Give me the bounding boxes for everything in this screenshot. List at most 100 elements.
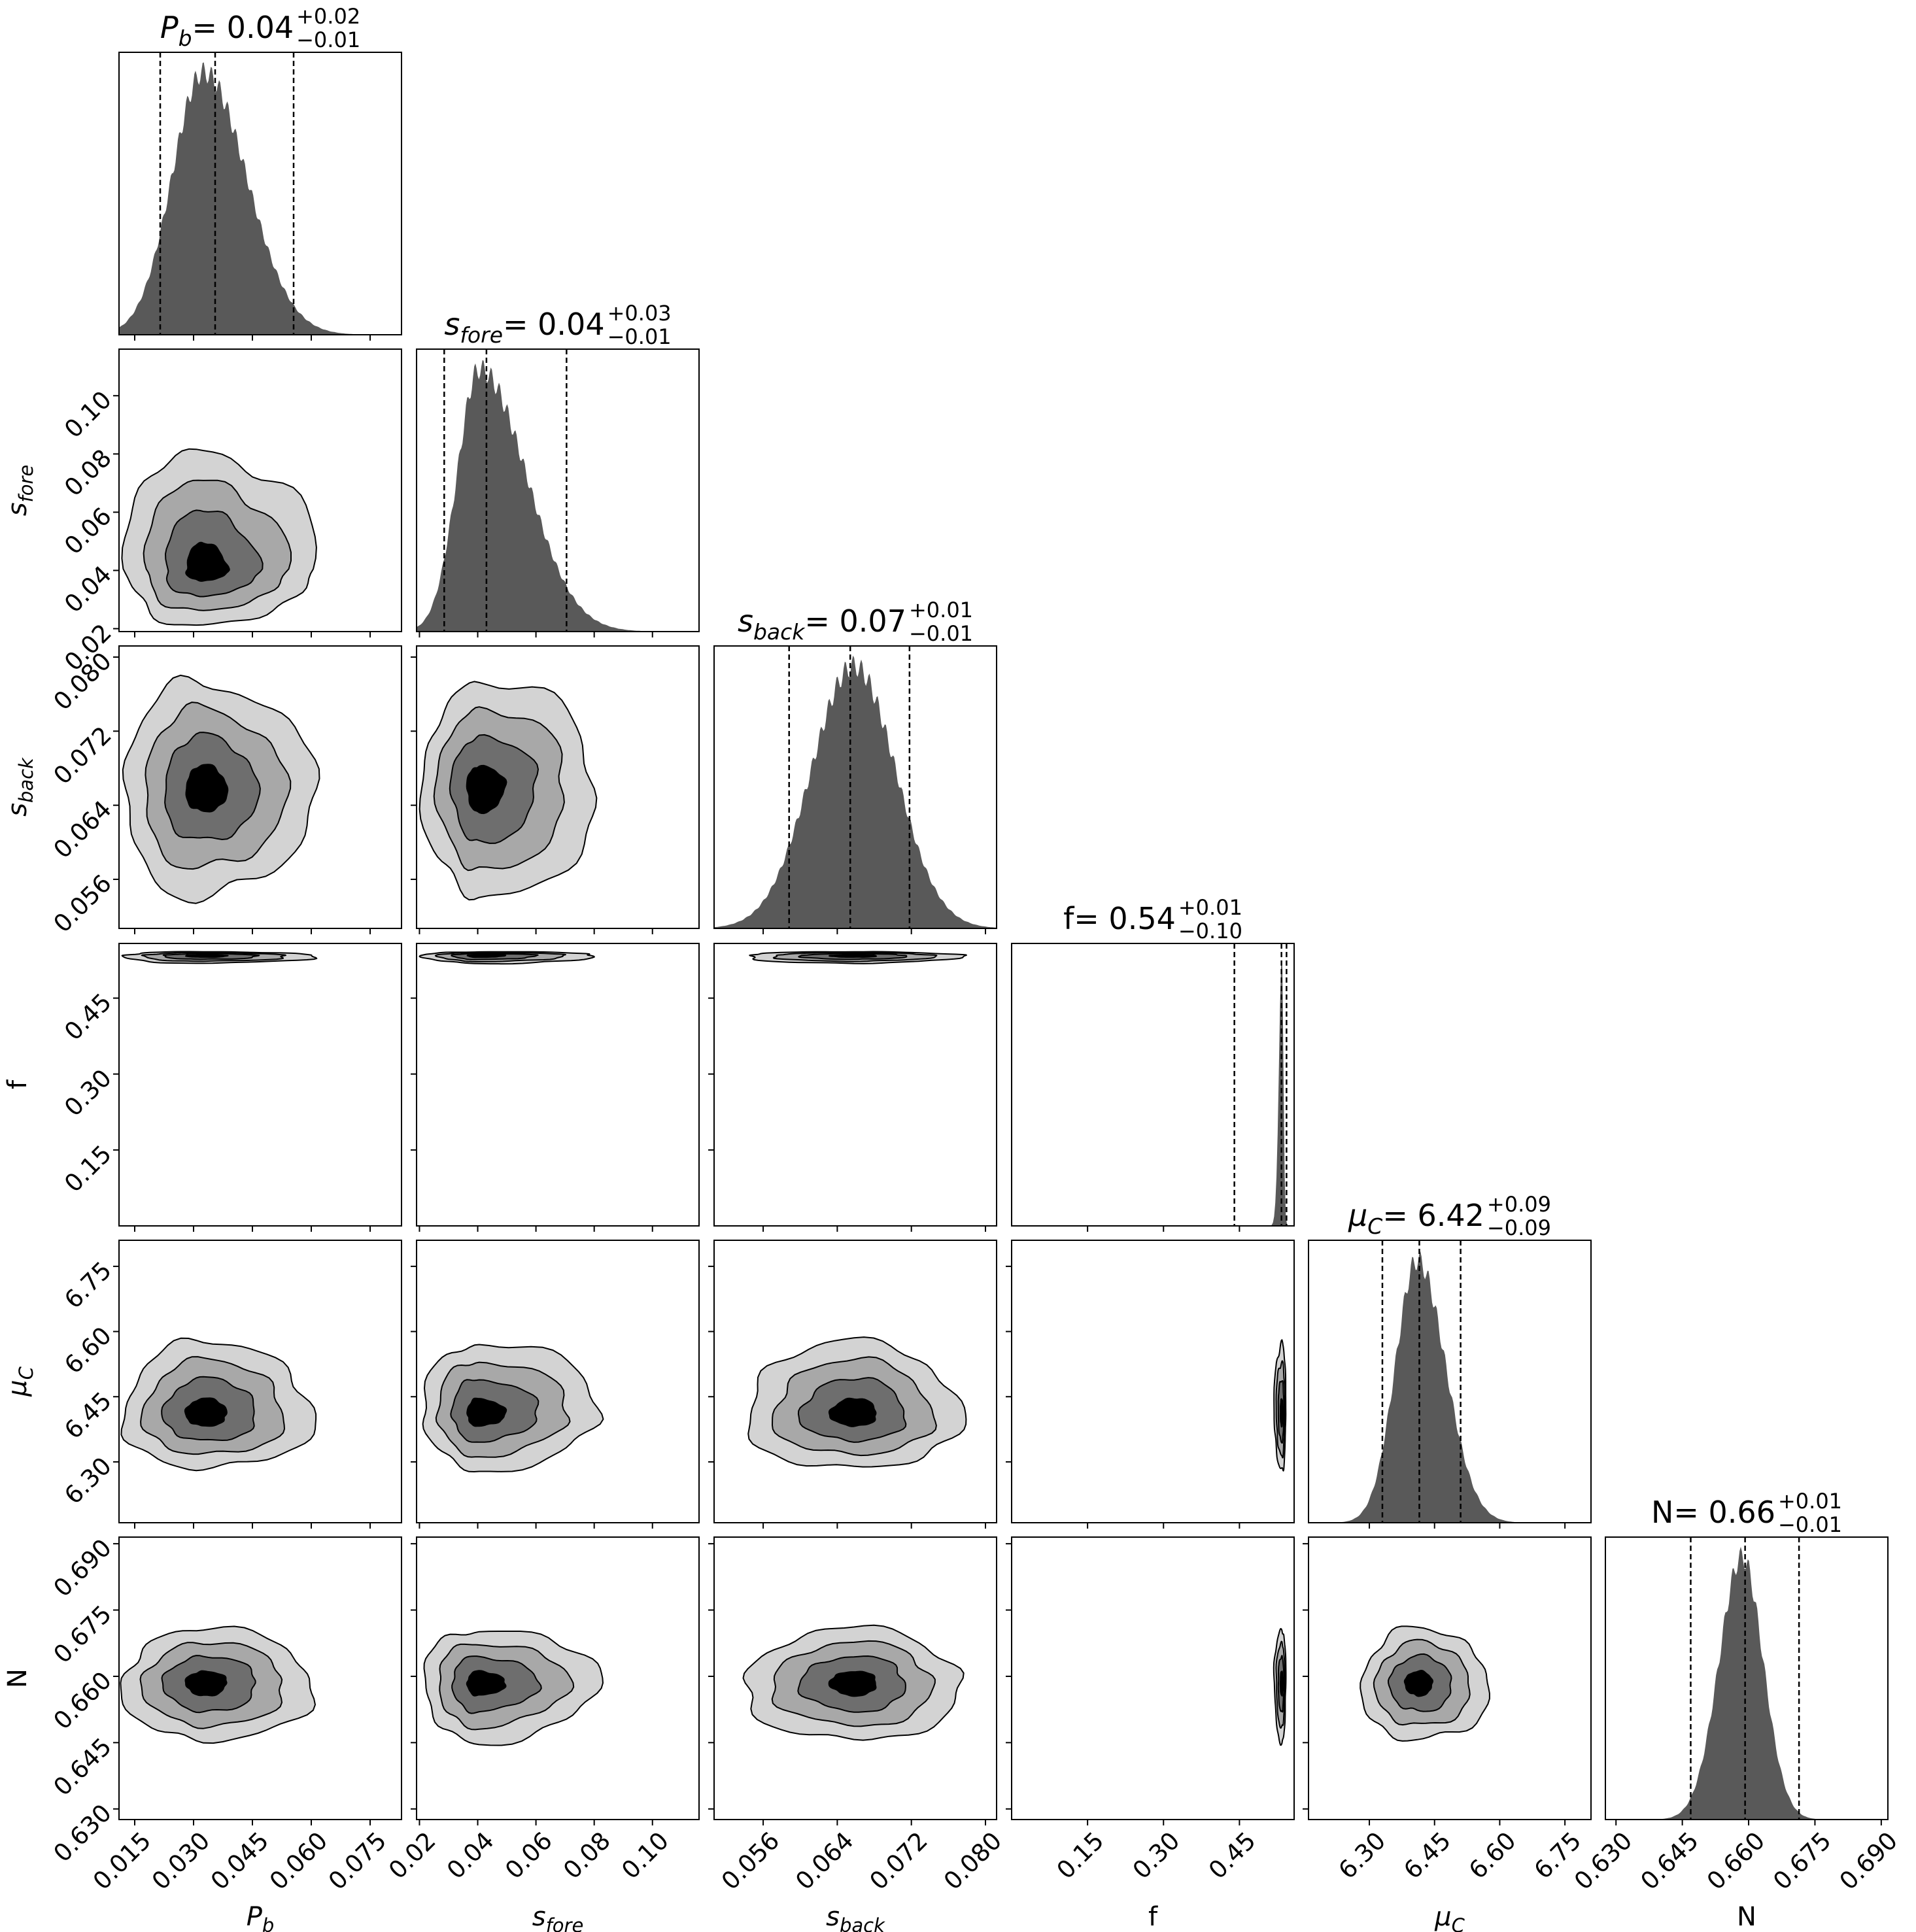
scatter-panel-f-vs-sfore xyxy=(411,943,700,1232)
title-minus: −0.01 xyxy=(1778,1512,1842,1537)
y-axis-label-sfore: sfore xyxy=(3,465,37,517)
title-minus: −0.01 xyxy=(296,27,360,52)
y-tick-label: 0.675 xyxy=(48,1600,117,1669)
scatter-panel-N-vs-muC: 6.30 6.45 6.60 6.75 xyxy=(1303,1536,1592,1885)
x-axis-label-sfore: sfore xyxy=(532,1902,584,1932)
y-tick-label: 0.08 xyxy=(59,444,117,502)
x-tick-label: 0.45 xyxy=(1203,1827,1261,1885)
x-tick-label: 0.30 xyxy=(1127,1827,1186,1885)
x-tick-label: 0.06 xyxy=(500,1827,558,1885)
y-tick-label: 0.690 xyxy=(48,1534,117,1602)
panel-title: sfore = 0.04 +0.03−0.01 xyxy=(444,301,671,349)
y-axis-label-text: sback xyxy=(3,757,37,817)
contour-level-4 xyxy=(1403,1670,1433,1697)
title-value: = 0.54 xyxy=(1074,901,1176,936)
panel-frame xyxy=(1011,943,1295,1227)
title-plus: +0.01 xyxy=(1178,895,1242,920)
x-tick-label: 0.04 xyxy=(441,1827,500,1885)
x-tick-label: 0.064 xyxy=(790,1827,859,1895)
title-symbol: sfore xyxy=(444,307,503,348)
histogram-panel-sback: sback = 0.07 +0.01−0.01 xyxy=(713,598,997,934)
panel-frame xyxy=(1308,1240,1592,1523)
y-tick-label: 0.30 xyxy=(59,1064,117,1122)
scatter-panel-sback-vs-sfore xyxy=(411,645,700,934)
scatter-panel-f-vs-sback xyxy=(708,943,997,1232)
panel-frame xyxy=(118,943,402,1227)
panel-title: f = 0.54 +0.01−0.10 xyxy=(1063,895,1242,943)
scatter-panel-N-vs-Pb: 0.0150.0300.0450.0600.0750.6300.6450.660… xyxy=(48,1534,402,1895)
y-axis-label-text: μC xyxy=(3,1366,37,1397)
contour-level-4 xyxy=(185,954,229,958)
title-symbol: Pb xyxy=(160,10,192,51)
x-tick-label: 6.45 xyxy=(1398,1827,1456,1885)
panel-title: μC = 6.42 +0.09−0.09 xyxy=(1348,1192,1551,1240)
x-axis-label-muC: μC xyxy=(1434,1902,1465,1932)
histogram-panel-sfore: sfore = 0.04 +0.03−0.01 xyxy=(416,301,700,637)
y-tick-label: 0.06 xyxy=(59,502,117,560)
title-plus: +0.01 xyxy=(909,598,973,622)
panel-frame xyxy=(713,1536,997,1820)
title-value: = 6.42 xyxy=(1382,1198,1484,1233)
title-plus: +0.01 xyxy=(1778,1489,1842,1514)
title-symbol: sback xyxy=(738,603,806,645)
panel-frame xyxy=(713,943,997,1227)
x-tick-label: 0.056 xyxy=(716,1827,785,1895)
contour-level-4 xyxy=(466,764,507,815)
panel-frame xyxy=(416,348,700,632)
x-axis-label-sback: sback xyxy=(826,1902,885,1932)
x-tick-label: 0.030 xyxy=(146,1827,215,1895)
title-plus: +0.03 xyxy=(607,301,672,326)
y-axis-label-text: N xyxy=(3,1669,33,1688)
scatter-panel-N-vs-sback: 0.056 0.064 0.072 0.080 xyxy=(708,1536,1007,1895)
x-axis-label-N: N xyxy=(1737,1902,1756,1932)
title-minus: −0.01 xyxy=(909,621,973,646)
histogram-bars-muC xyxy=(1309,1251,1591,1523)
panel-title: Pb = 0.04 +0.02−0.01 xyxy=(160,4,360,52)
scatter-panel-muC-vs-f xyxy=(1006,1240,1295,1529)
y-tick-label: 6.75 xyxy=(59,1256,117,1314)
panel-frame xyxy=(713,645,997,929)
contour-level-4 xyxy=(466,1670,507,1697)
title-value: = 0.66 xyxy=(1673,1495,1775,1530)
title-plus: +0.02 xyxy=(296,4,360,29)
histogram-panel-f: f = 0.54 +0.01−0.10 xyxy=(1011,895,1295,1232)
y-axis-label-sback: sback xyxy=(3,757,37,817)
y-tick-label: 0.15 xyxy=(59,1140,117,1198)
panel-frame xyxy=(118,1536,402,1820)
y-axis-label-text: f xyxy=(3,1079,33,1089)
y-axis-label-muC: μC xyxy=(3,1366,37,1397)
x-tick-label: 0.10 xyxy=(616,1827,674,1885)
x-axis-label-Pb: Pb xyxy=(247,1902,275,1932)
x-tick-label: 0.660 xyxy=(1702,1827,1770,1895)
contour-level-4 xyxy=(184,1670,228,1697)
contour-level-4 xyxy=(828,1670,877,1697)
y-tick-label: 0.056 xyxy=(48,869,117,938)
y-tick-label: 0.064 xyxy=(48,795,117,864)
title-value: = 0.07 xyxy=(804,603,906,639)
panel-frame xyxy=(416,1536,700,1820)
panel-title: N = 0.66 +0.01−0.01 xyxy=(1651,1489,1842,1537)
x-axis-label-f: f xyxy=(1148,1902,1158,1932)
panel-frame xyxy=(1308,1536,1592,1820)
contour-level-4 xyxy=(185,764,229,813)
panel-frame xyxy=(118,52,402,335)
y-tick-label: 6.60 xyxy=(59,1321,117,1380)
title-value: = 0.04 xyxy=(503,307,605,342)
y-tick-label: 0.10 xyxy=(59,386,117,444)
panel-frame xyxy=(416,1240,700,1523)
y-tick-label: 0.660 xyxy=(48,1666,117,1735)
panel-frame xyxy=(1011,1240,1295,1523)
histogram-panel-N: N = 0.66 +0.01−0.01 0.6300.6450.6600.6750.… xyxy=(1569,1489,1903,1895)
panel-frame xyxy=(416,943,700,1227)
scatter-panel-sfore-vs-Pb: 0.020.040.060.080.10 xyxy=(59,348,402,677)
x-tick-label: 0.690 xyxy=(1834,1827,1903,1895)
y-tick-label: 0.645 xyxy=(48,1733,117,1801)
x-tick-label: 0.15 xyxy=(1052,1827,1110,1885)
histogram-bars-sback xyxy=(714,655,997,928)
x-tick-label: 0.060 xyxy=(264,1827,333,1895)
panel-frame xyxy=(118,348,402,632)
scatter-panel-muC-vs-Pb: 6.30 6.45 6.60 6.75 xyxy=(59,1240,402,1529)
x-tick-label: 6.60 xyxy=(1463,1827,1522,1885)
